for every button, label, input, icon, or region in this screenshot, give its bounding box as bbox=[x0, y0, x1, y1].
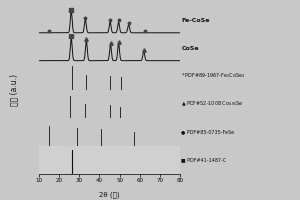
Text: 强度 (a.u.): 强度 (a.u.) bbox=[9, 74, 18, 106]
Text: 2θ (度): 2θ (度) bbox=[99, 191, 120, 198]
Text: ▲ PDF#52-1008 Co$_{0.85}$Se: ▲ PDF#52-1008 Co$_{0.85}$Se bbox=[182, 100, 244, 108]
Text: CoSe: CoSe bbox=[182, 46, 199, 50]
Text: * PDF#89-1967-Fe$_2$CoSe$_4$: * PDF#89-1967-Fe$_2$CoSe$_4$ bbox=[182, 72, 246, 80]
Text: Fe-CoSe: Fe-CoSe bbox=[182, 18, 210, 22]
Text: ■ PDF#41-1487-C: ■ PDF#41-1487-C bbox=[182, 158, 227, 162]
Text: ● PDF#85-0735-FeSe: ● PDF#85-0735-FeSe bbox=[182, 130, 235, 134]
